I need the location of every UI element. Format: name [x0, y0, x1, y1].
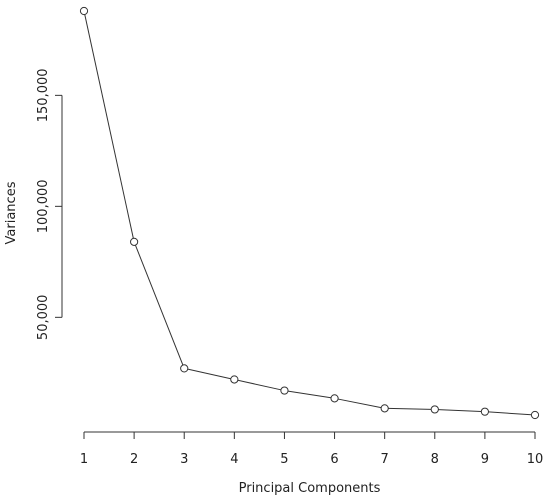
y-axis: 50,000 100,000 150,000	[36, 68, 63, 340]
y-tick-label: 150,000	[36, 68, 51, 122]
data-point	[380, 404, 389, 413]
series-line-segment	[84, 14, 134, 239]
series-group	[79, 6, 540, 420]
data-point	[130, 237, 139, 246]
data-point	[230, 375, 239, 384]
x-tick-label: 6	[330, 452, 338, 467]
series-line-segment	[438, 409, 482, 413]
series-line-segment	[287, 390, 332, 399]
series-line-segment	[134, 245, 184, 366]
series-line-segment	[237, 379, 282, 391]
data-point	[480, 407, 489, 416]
y-ticks: 50,000 100,000 150,000	[36, 68, 62, 340]
x-axis-title: Principal Components	[239, 481, 381, 496]
series-line-segment	[488, 411, 532, 416]
data-point	[430, 405, 439, 414]
series-line-segment	[337, 398, 382, 409]
x-axis: 1 2 3 4 5 6 7 8 9 10	[80, 431, 543, 467]
x-tick-label: 1	[80, 452, 88, 467]
x-tick-label: 9	[481, 452, 489, 467]
data-point	[180, 364, 189, 373]
x-tick-label: 2	[130, 452, 138, 467]
y-axis-title: Variances	[4, 181, 19, 244]
series-line-segment	[187, 368, 231, 380]
series-line-segment	[388, 407, 432, 410]
x-tick-label: 5	[280, 452, 288, 467]
data-point	[79, 6, 89, 16]
y-tick-label: 50,000	[36, 295, 51, 341]
data-point	[330, 394, 339, 403]
data-point	[530, 410, 540, 420]
x-tick-label: 7	[381, 452, 389, 467]
data-point	[280, 386, 289, 395]
x-tick-label: 8	[431, 452, 439, 467]
y-tick-label: 100,000	[36, 179, 51, 233]
x-tick-label: 10	[527, 452, 544, 467]
x-tick-label: 3	[180, 452, 188, 467]
x-tick-label: 4	[230, 452, 238, 467]
x-ticks: 1 2 3 4 5 6 7 8 9 10	[80, 432, 543, 467]
